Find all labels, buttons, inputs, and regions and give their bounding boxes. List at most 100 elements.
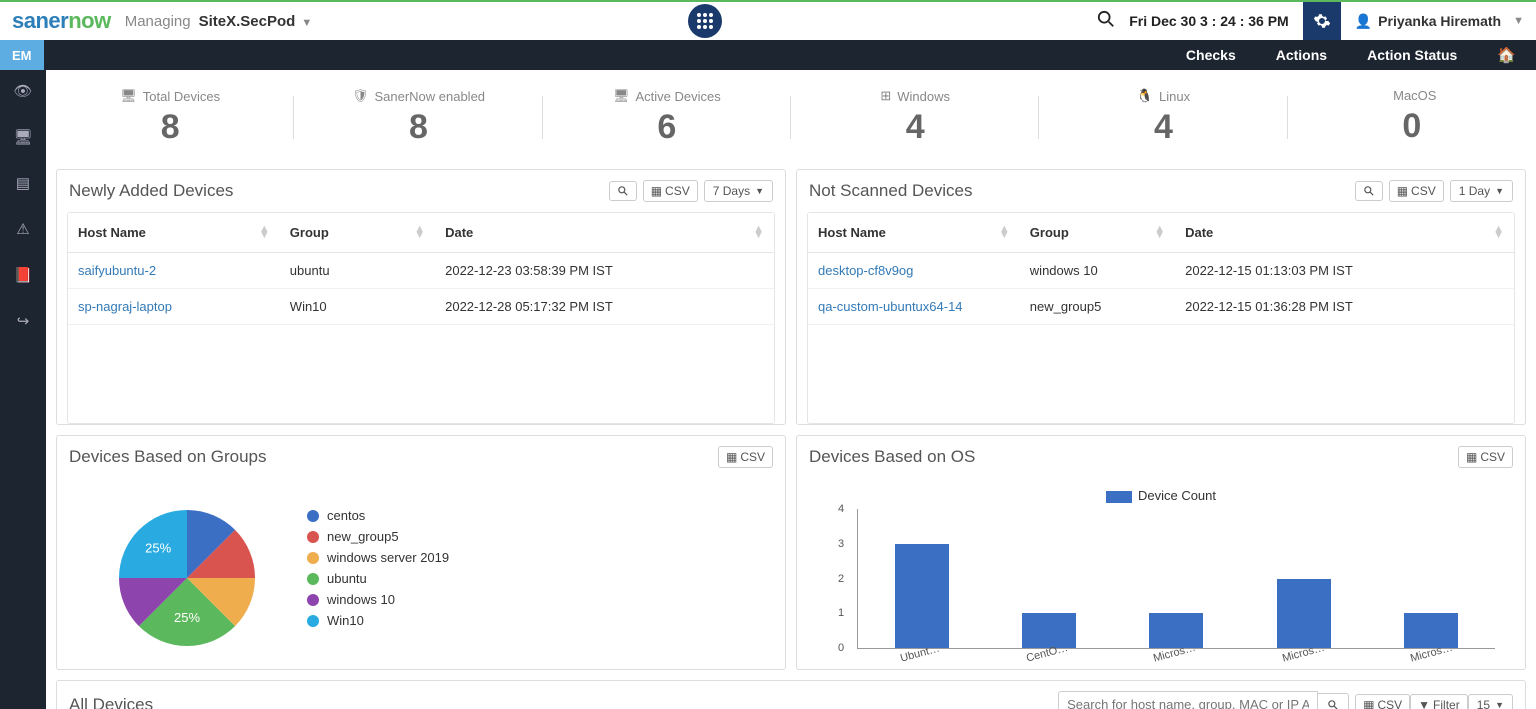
- y-tick: 0: [838, 642, 844, 654]
- legend-label: centos: [327, 508, 365, 523]
- bar[interactable]: [1277, 579, 1331, 649]
- all-devices-panel: All Devices ▦CSV ▼Filter 15 ▼: [56, 680, 1526, 709]
- col-header-date[interactable]: Date▲▼: [1175, 213, 1514, 252]
- legend-swatch: [307, 531, 319, 543]
- table-row: saifyubuntu-2 ubuntu2022-12-23 03:58:39 P…: [68, 253, 774, 289]
- legend-item[interactable]: ubuntu: [307, 571, 449, 586]
- host-link[interactable]: saifyubuntu-2: [78, 263, 156, 278]
- col-label: Date: [1185, 225, 1213, 240]
- legend-label: new_group5: [327, 529, 399, 544]
- cell-date: 2022-12-23 03:58:39 PM IST: [435, 253, 774, 288]
- col-header-host[interactable]: Host Name▲▼: [808, 213, 1020, 252]
- settings-button[interactable]: [1303, 2, 1341, 40]
- search-button[interactable]: [609, 181, 637, 201]
- managing-label: Managing: [125, 13, 191, 30]
- search-icon[interactable]: [1097, 10, 1115, 33]
- nav-home-icon[interactable]: 🏠: [1477, 46, 1536, 64]
- em-tab[interactable]: EM: [0, 40, 44, 70]
- cell-date: 2022-12-28 05:17:32 PM IST: [435, 289, 774, 324]
- stat-icon: 🖥: [613, 88, 630, 104]
- stat-card: 🖥 Total Devices8: [46, 88, 294, 147]
- filter-label: Filter: [1433, 698, 1460, 709]
- panel-title: Not Scanned Devices: [809, 181, 1355, 201]
- site-dropdown[interactable]: SiteX.SecPod▼: [199, 13, 313, 30]
- sidebar-monitor-icon[interactable]: 🖥: [13, 128, 32, 146]
- page-size-select[interactable]: 15 ▼: [1468, 694, 1513, 709]
- stat-icon: 🛡: [352, 88, 369, 104]
- sidebar-eye-icon[interactable]: 👁: [13, 82, 32, 100]
- search-button[interactable]: [1318, 693, 1349, 709]
- stat-card: 🖥 Active Devices 6: [543, 88, 791, 147]
- chevron-down-icon: ▼: [301, 17, 312, 29]
- groups-pie-panel: Devices Based on Groups ▦CSV 25%25% cent…: [56, 435, 786, 670]
- stat-icon: ⊞: [880, 88, 891, 104]
- sort-icon: ▲▼: [753, 227, 764, 238]
- bar[interactable]: [1149, 613, 1203, 648]
- legend-label: windows 10: [327, 592, 395, 607]
- nav-checks[interactable]: Checks: [1166, 47, 1256, 63]
- range-select[interactable]: 1 Day ▼: [1450, 180, 1513, 202]
- cell-group: windows 10: [1020, 253, 1175, 288]
- user-icon: 👤: [1355, 13, 1372, 30]
- nav-actions[interactable]: Actions: [1256, 47, 1347, 63]
- chevron-down-icon: ▼: [755, 186, 764, 196]
- sidebar-book-icon[interactable]: 📕: [14, 266, 33, 284]
- host-link[interactable]: sp-nagraj-laptop: [78, 299, 172, 314]
- sidebar-alert-icon[interactable]: ⚠: [16, 220, 29, 238]
- user-menu[interactable]: 👤 Priyanka Hiremath ▼: [1355, 13, 1524, 30]
- stat-card: 🐧 Linux4: [1039, 88, 1287, 147]
- sidebar-list-icon[interactable]: ▤: [16, 174, 30, 192]
- csv-label: CSV: [1480, 450, 1505, 464]
- pie-slice-label: 25%: [174, 610, 200, 625]
- csv-button[interactable]: ▦CSV: [1458, 446, 1513, 468]
- bar-chart: 01234: [857, 509, 1495, 649]
- cell-group: ubuntu: [280, 253, 435, 288]
- stat-value: 8: [294, 108, 542, 147]
- not-scanned-panel: Not Scanned Devices ▦CSV 1 Day ▼ Host Na…: [796, 169, 1526, 425]
- range-select[interactable]: 7 Days ▼: [704, 180, 773, 202]
- nav-action-status[interactable]: Action Status: [1347, 47, 1477, 63]
- cell-group: Win10: [280, 289, 435, 324]
- csv-button[interactable]: ▦CSV: [1355, 694, 1410, 709]
- panel-title: All Devices: [69, 695, 1058, 709]
- stat-value: 4: [791, 108, 1039, 147]
- stat-label: 🖥 Active Devices: [543, 88, 791, 104]
- legend-item[interactable]: windows 10: [307, 592, 449, 607]
- legend-item[interactable]: windows server 2019: [307, 550, 449, 565]
- col-header-host[interactable]: Host Name▲▼: [68, 213, 280, 252]
- search-input[interactable]: [1058, 691, 1318, 709]
- sidebar: 👁 🖥 ▤ ⚠ 📕 ↪: [0, 70, 46, 709]
- panel-title: Devices Based on OS: [809, 447, 1458, 467]
- col-label: Date: [445, 225, 473, 240]
- csv-button[interactable]: ▦CSV: [643, 180, 698, 202]
- bar[interactable]: [1022, 613, 1076, 648]
- user-name: Priyanka Hiremath: [1378, 13, 1501, 29]
- table-row: qa-custom-ubuntux64-14new_group52022-12-…: [808, 289, 1514, 325]
- panel-title: Devices Based on Groups: [69, 447, 718, 467]
- col-header-group[interactable]: Group▲▼: [1020, 213, 1175, 252]
- y-tick: 2: [838, 573, 844, 585]
- filter-button[interactable]: ▼Filter: [1410, 694, 1468, 709]
- search-button[interactable]: [1355, 181, 1383, 201]
- legend-item[interactable]: new_group5: [307, 529, 449, 544]
- csv-button[interactable]: ▦CSV: [718, 446, 773, 468]
- col-header-group[interactable]: Group▲▼: [280, 213, 435, 252]
- csv-button[interactable]: ▦CSV: [1389, 180, 1444, 202]
- stat-card: ⊞ Windows 4: [791, 88, 1039, 147]
- page-size-value: 15: [1477, 698, 1490, 709]
- sidebar-logout-icon[interactable]: ↪: [17, 312, 30, 330]
- stat-value: 6: [543, 108, 791, 147]
- legend-item[interactable]: Win10: [307, 613, 449, 628]
- apps-grid-button[interactable]: [688, 4, 722, 38]
- host-link[interactable]: qa-custom-ubuntux64-14: [818, 299, 963, 314]
- stat-label: ⊞ Windows: [791, 88, 1039, 104]
- bar[interactable]: [895, 544, 949, 648]
- legend-label: windows server 2019: [327, 550, 449, 565]
- legend-swatch: [307, 615, 319, 627]
- col-header-date[interactable]: Date ▲▼: [435, 213, 774, 252]
- legend-item[interactable]: centos: [307, 508, 449, 523]
- stat-value: 8: [46, 108, 294, 147]
- y-tick: 3: [838, 538, 844, 550]
- host-link[interactable]: desktop-cf8v9og: [818, 263, 913, 278]
- cell-date: 2022-12-15 01:13:03 PM IST: [1175, 253, 1514, 288]
